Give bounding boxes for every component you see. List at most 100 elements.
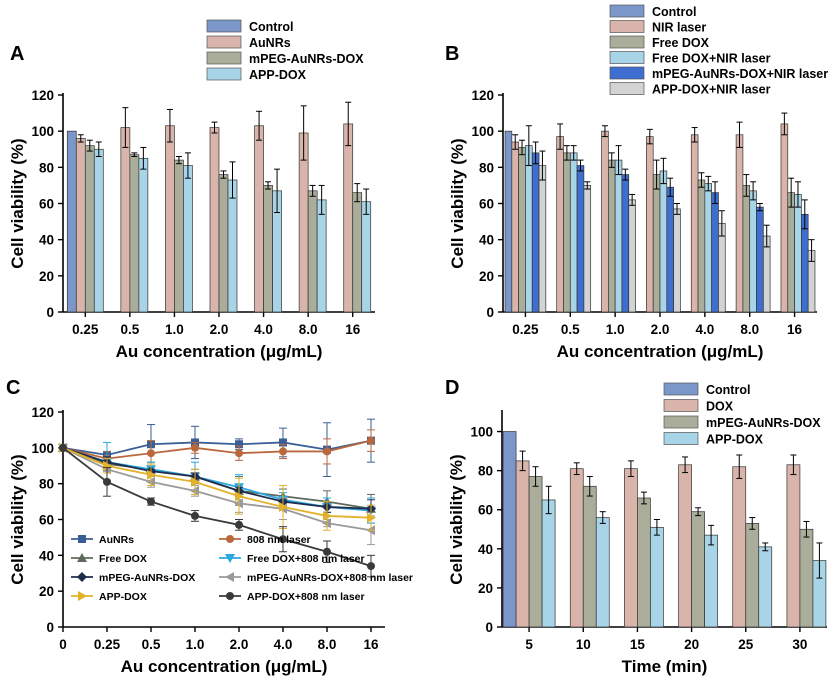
legend-label: APP-DOX xyxy=(706,433,764,447)
x-tick-label: 0.25 xyxy=(94,637,121,652)
bar-app-dox-nir-laser xyxy=(762,235,771,313)
y-tick-label: 120 xyxy=(471,88,494,103)
point-app-dox-808-nm-laser xyxy=(367,562,375,571)
y-axis-title: Cell viability (%) xyxy=(8,138,27,268)
bar-app-dox-nir-laser xyxy=(538,165,547,313)
x-tick-label: 4.0 xyxy=(254,322,273,337)
bar-app-dox-nir-laser xyxy=(628,199,636,313)
legend-marker-app-dox-808-nm-laser xyxy=(226,592,234,600)
bar-app-dox xyxy=(316,199,327,313)
bar-free-dox xyxy=(787,192,795,313)
x-tick-label: 5 xyxy=(525,637,533,652)
y-tick-label: 60 xyxy=(39,513,54,528)
bar-dox xyxy=(624,468,638,628)
panel-c: 0 20 40 60 80 100 120 0 0.25 0.5 1.0 2.0 4.0 8.0 16 Au … xyxy=(6,377,413,676)
point-aunrs xyxy=(279,438,287,447)
x-tick-label: 16 xyxy=(363,637,379,652)
x-tick-label: 2.0 xyxy=(651,322,670,337)
legend-label: APP-DOX+NIR laser xyxy=(652,83,771,97)
x-tick-label: 1.0 xyxy=(165,322,184,337)
bar-nir-laser xyxy=(511,141,519,313)
x-tick-label: 30 xyxy=(792,637,807,652)
bar-app-dox xyxy=(93,148,104,313)
y-tick-label: 20 xyxy=(479,269,494,284)
bar-app-dox xyxy=(227,179,238,313)
bar-free-dox xyxy=(742,185,751,313)
y-tick-label: 0 xyxy=(46,305,54,320)
y-tick-label: 80 xyxy=(39,477,54,492)
bar-control xyxy=(502,431,517,628)
legend-swatch-nir-laser xyxy=(609,20,645,33)
bar-mpeg-aunrs-dox-nir-laser xyxy=(531,152,540,313)
legend-label: Free DOX+808 nm laser xyxy=(247,553,365,565)
bar-nir-laser xyxy=(780,123,789,313)
bar-app-dox xyxy=(541,499,556,628)
y-tick-label: 120 xyxy=(31,88,54,103)
series-line-mpeg-aunrs-dox-808-nm-laser xyxy=(62,447,372,532)
bar-dox xyxy=(515,460,530,628)
bar-mpeg-aunrs-dox xyxy=(307,190,318,313)
point-app-dox-808-nm-laser xyxy=(323,547,331,556)
legend-label: APP-DOX xyxy=(249,68,307,82)
legend-swatch-aunrs xyxy=(206,35,242,49)
legend-swatch-control xyxy=(206,19,242,33)
y-tick-label: 60 xyxy=(479,197,494,212)
bar-dox xyxy=(732,466,747,628)
bar-aunrs xyxy=(165,125,175,313)
x-tick-label: 0.5 xyxy=(142,637,161,652)
point-app-dox-808-nm-laser xyxy=(59,443,67,452)
y-tick-label: 0 xyxy=(46,620,54,635)
legend-swatch-free-dox xyxy=(609,35,645,49)
x-tick-label: 4.0 xyxy=(695,322,714,337)
bar-aunrs xyxy=(75,138,86,313)
bar-mpeg-aunrs-dox xyxy=(218,174,229,313)
legend-swatch-mpeg-aunrs-dox xyxy=(663,415,699,429)
bar-free-dox-nir-laser xyxy=(794,194,802,313)
legend-marker-808-nm-laser xyxy=(226,535,234,543)
legend-swatch-app-dox xyxy=(206,67,242,81)
y-tick-label: 20 xyxy=(478,581,493,596)
bar-free-dox-nir-laser xyxy=(569,152,578,313)
x-tick-label: 2.0 xyxy=(230,637,249,652)
bar-dox xyxy=(786,464,801,628)
x-tick-label: 16 xyxy=(787,322,803,337)
series-line-aunrs xyxy=(62,439,372,456)
bar-mpeg-aunrs-dox xyxy=(691,511,705,628)
point-app-dox-808-nm-laser xyxy=(235,520,243,529)
y-tick-label: 100 xyxy=(471,124,494,139)
legend-swatch-mpeg-aunrs-dox-nir-laser xyxy=(609,66,645,80)
x-tick-label: 0 xyxy=(59,637,67,652)
bar-mpeg-aunrs-dox-nir-laser xyxy=(711,192,719,313)
bar-mpeg-aunrs-dox-nir-laser xyxy=(666,186,674,313)
legend-swatch-free-dox-nir-laser xyxy=(609,51,645,64)
y-tick-label: 120 xyxy=(31,405,54,420)
legend-marker-mpeg-aunrs-dox-808-nm-laser xyxy=(225,572,234,582)
bar-free-dox-nir-laser xyxy=(659,170,668,313)
bar-mpeg-aunrs-dox-nir-laser xyxy=(621,174,630,313)
x-tick-label: 0.5 xyxy=(561,322,580,337)
x-tick-label: 1.0 xyxy=(186,637,205,652)
bar-mpeg-aunrs-dox xyxy=(84,145,95,313)
x-axis-title: Au concentration (μg/mL) xyxy=(557,342,764,361)
bar-app-dox xyxy=(183,165,193,313)
panel-letter: A xyxy=(10,43,24,65)
bar-app-dox xyxy=(650,526,664,628)
y-tick-label: 100 xyxy=(470,425,493,440)
point-app-dox-808-nm-laser xyxy=(279,535,287,544)
bar-mpeg-aunrs-dox xyxy=(799,528,814,628)
y-tick-label: 20 xyxy=(39,584,54,599)
point-app-dox xyxy=(367,512,376,523)
bar-mpeg-aunrs-dox xyxy=(129,154,140,313)
legend-label: NIR laser xyxy=(652,21,706,35)
legend-swatch-mpeg-aunrs-dox xyxy=(206,51,242,65)
bar-dox xyxy=(569,468,584,628)
point-app-dox xyxy=(191,476,200,487)
bar-free-dox xyxy=(607,159,616,313)
series-line-app-dox xyxy=(62,446,372,519)
x-tick-label: 15 xyxy=(630,637,646,652)
series-line-808-nm-laser xyxy=(62,439,372,460)
y-tick-label: 60 xyxy=(39,197,54,212)
bar-nir-laser xyxy=(556,136,564,313)
legend-swatch-dox xyxy=(663,399,699,412)
